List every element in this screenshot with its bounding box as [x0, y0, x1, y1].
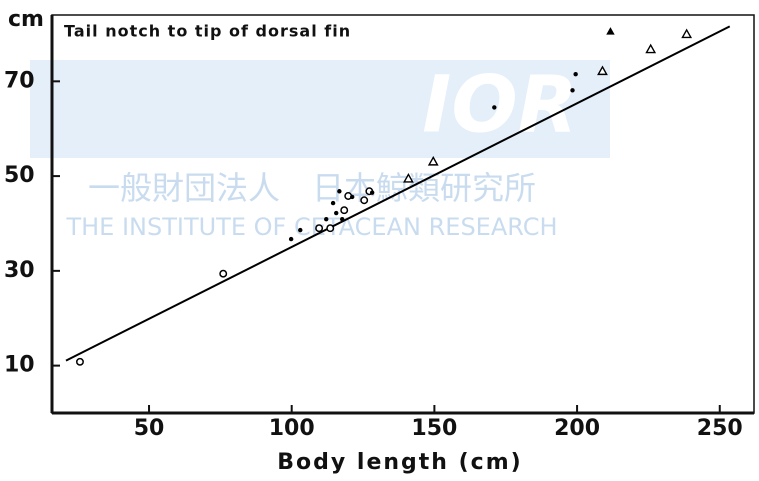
watermark-logo: IOR: [422, 60, 577, 150]
x-tick-label: 150: [411, 416, 457, 441]
point: [369, 190, 375, 195]
point: [360, 196, 369, 205]
point: [597, 65, 608, 76]
y-tick-label: 10: [4, 353, 35, 378]
point: [645, 43, 657, 54]
point: [76, 357, 84, 366]
x-tick-label: 200: [554, 416, 600, 441]
point: [334, 210, 339, 216]
point: [492, 105, 497, 110]
x-tick-label: 250: [697, 416, 743, 441]
point: [681, 28, 693, 39]
point: [298, 227, 303, 233]
x-tick-label: 100: [269, 416, 315, 441]
point: [570, 88, 575, 93]
y-tick-label: 50: [4, 163, 35, 188]
point: [340, 206, 349, 215]
y-tick-label: 70: [4, 68, 35, 93]
x-axis-label: Body length (cm): [277, 450, 522, 475]
x-tick-label: 50: [134, 416, 165, 441]
point: [403, 173, 414, 183]
fit-line: [65, 25, 731, 362]
point: [340, 217, 345, 222]
y-axis-label: cm: [8, 7, 44, 32]
point: [427, 155, 439, 166]
watermark-band: [30, 60, 610, 158]
point: [606, 27, 615, 35]
point: [315, 224, 324, 233]
watermark-jp: 一般財団法人 日本鯨類研究所: [88, 169, 536, 207]
point: [326, 224, 335, 233]
y-tick-label: 30: [4, 258, 35, 283]
point: [219, 269, 228, 278]
annotation: Tail notch to tip of dorsal fin: [64, 22, 351, 41]
point: [573, 72, 578, 77]
point: [350, 194, 355, 200]
point: [324, 217, 329, 222]
point: [337, 189, 342, 194]
point: [288, 236, 294, 242]
point: [330, 200, 336, 206]
